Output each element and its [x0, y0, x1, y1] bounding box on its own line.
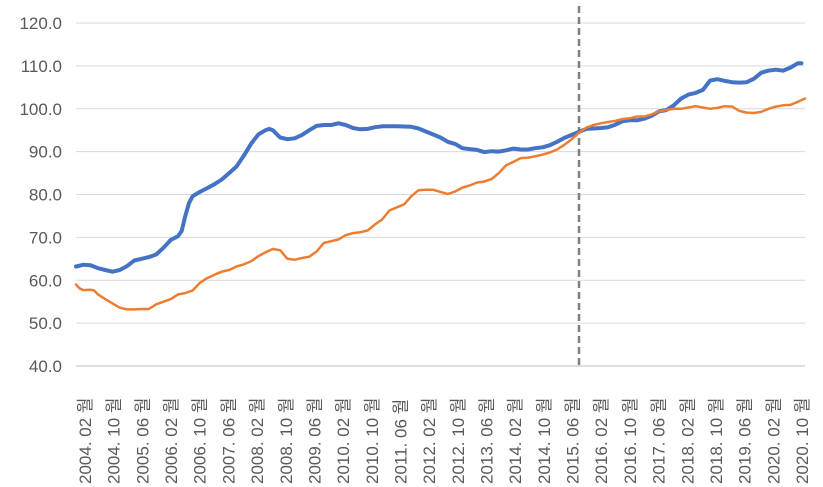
y-tick-label: 90.0: [29, 143, 62, 162]
x-tick-label: 2013. 06 월: [478, 397, 497, 484]
x-tick-label: 2018. 02 월: [678, 397, 697, 484]
x-tick-label: 2014. 10 월: [535, 397, 554, 484]
series-line-orange: [74, 97, 807, 311]
x-tick-label: 2010. 10 월: [363, 397, 382, 484]
x-tick-label: 2014. 02 월: [506, 397, 525, 484]
y-tick-label: 110.0: [21, 57, 62, 76]
x-tick-label: 2008. 02 월: [248, 397, 267, 484]
x-tick-label: 2017. 06 월: [650, 397, 669, 484]
x-tick-label: 2012. 02 월: [420, 397, 439, 484]
y-tick-label: 40.0: [29, 357, 62, 376]
y-axis-tick-labels: 40.0 50.0 60.0 70.0 80.0 90.0 100.0 110.0 120.0: [19, 14, 62, 376]
x-tick-label: 2009. 06 월: [305, 397, 324, 484]
x-tick-label: 2008. 10 월: [277, 397, 296, 484]
x-tick-label: 2006. 10 월: [191, 397, 210, 484]
x-tick-label: 2020. 10 월: [793, 397, 812, 484]
x-tick-label: 2012. 10 월: [449, 397, 468, 484]
y-tick-label: 80.0: [29, 186, 62, 205]
horizontal-gridlines: [76, 22, 805, 367]
x-tick-label: 2005. 06 월: [133, 397, 152, 484]
y-tick-label: 50.0: [29, 314, 62, 333]
x-tick-label: 2004. 02 월: [76, 397, 95, 484]
y-tick-label: 120.0: [19, 14, 62, 33]
y-tick-label: 70.0: [29, 228, 62, 247]
x-tick-label: 2004. 10 월: [105, 397, 124, 484]
x-tick-label: 2016. 02 월: [592, 397, 611, 484]
x-tick-label: 2006. 02 월: [162, 397, 181, 484]
x-axis-tick-labels: 2004. 02 월 2004. 10 월 2005. 06 월 2006. 02 월…: [76, 397, 812, 484]
series-line-blue: [74, 61, 804, 274]
x-tick-label: 2010. 02 월: [334, 397, 353, 484]
x-tick-label: 2020. 02 월: [764, 397, 783, 484]
x-tick-label: 2016. 10 월: [621, 397, 640, 484]
y-tick-label: 100.0: [19, 100, 62, 119]
x-tick-label: 2015. 06 월: [564, 397, 583, 484]
x-tick-label: 2019. 06 월: [736, 397, 755, 484]
y-tick-label: 60.0: [29, 271, 62, 290]
x-tick-label: 2011. 06 월: [391, 399, 410, 484]
series-lines: [74, 61, 807, 311]
x-tick-label: 2018. 10 월: [707, 397, 726, 484]
x-tick-label: 2007. 06 월: [219, 397, 238, 484]
